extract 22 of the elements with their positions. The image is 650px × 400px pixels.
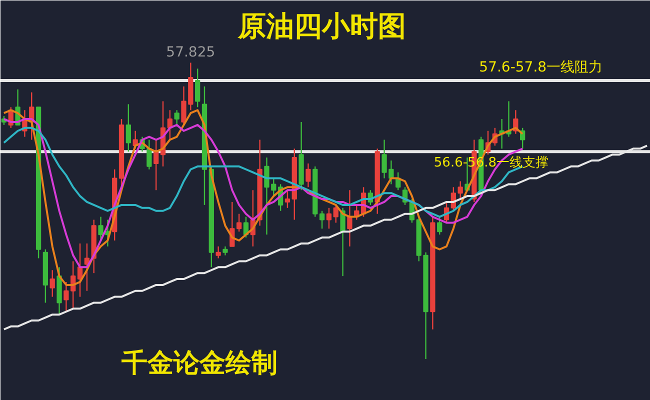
candlestick — [98, 216, 104, 242]
ref-line-label: 57.6-57.8一线阻力 — [479, 60, 603, 76]
candlestick — [195, 68, 200, 108]
candlestick — [333, 204, 338, 224]
candlestick — [326, 207, 332, 230]
candlestick — [154, 139, 159, 191]
candlestick — [174, 110, 180, 126]
annotation: 千金论金绘制 — [120, 348, 278, 378]
candlestick — [64, 281, 69, 312]
candlestick — [458, 180, 463, 200]
candlestick — [347, 190, 352, 248]
candlestick — [126, 104, 131, 152]
candlestick — [216, 246, 221, 259]
chart-title: 原油四小时图 — [237, 10, 406, 42]
candlestick — [50, 270, 55, 298]
candlestick — [146, 139, 152, 170]
annotation: 57.825 — [166, 44, 216, 61]
candlestick — [306, 162, 311, 188]
candlestick — [319, 210, 325, 230]
candlestick — [437, 216, 442, 236]
candlestick — [284, 190, 290, 209]
candlestick — [236, 213, 242, 232]
